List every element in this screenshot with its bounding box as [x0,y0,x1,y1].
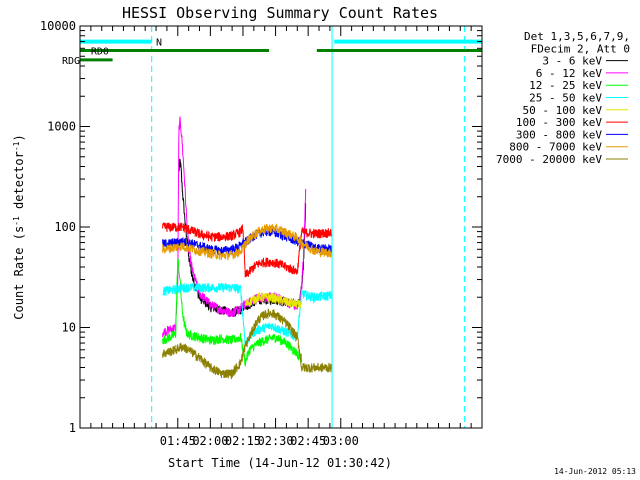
x-tick-label: 02:15 [225,434,261,448]
y-tick-label: 1000 [47,120,76,134]
x-axis-label: Start Time (14-Jun-12 01:30:42) [168,456,392,470]
legend-entry-label: 3 - 6 keV [542,55,602,68]
legend: Det 1,3,5,6,7,9,FDecim 2, Att 03 - 6 keV… [496,30,630,166]
legend-header: FDecim 2, Att 0 [531,42,630,55]
rd0-flag-label: RD0 [91,47,109,58]
series-line-9 [162,308,333,380]
legend-entry-label: 300 - 800 keV [516,128,602,141]
y-tick-label: 10 [62,321,76,335]
legend-entry-label: 50 - 100 keV [523,104,603,117]
legend-entry-label: 12 - 25 keV [529,79,602,92]
rdg-flag-label: RDG [62,56,80,67]
legend-entry-label: 6 - 12 keV [536,67,603,80]
x-tick-label: 01:45 [160,434,196,448]
legend-entry-label: 7000 - 20000 keV [496,153,602,166]
y-axis: 1 10 100 1000 10000 [40,19,482,435]
y-tick-label: 1 [69,421,76,435]
legend-header: Det 1,3,5,6,7,9, [524,30,630,43]
x-tick-label: 02:00 [192,434,228,448]
y-tick-label: 10000 [40,19,76,33]
x-tick-label: 02:30 [258,434,294,448]
legend-entry-label: 100 - 300 keV [516,116,602,129]
chart-title: HESSI Observing Summary Count Rates [122,4,438,22]
x-tick-label: 02:45 [290,434,326,448]
x-tick-label: 03:00 [323,434,359,448]
legend-entry-label: 800 - 7000 keV [509,141,602,154]
y-tick-label: 100 [54,220,76,234]
y-axis-label: Count Rate (s-1 detector-1) [12,134,26,319]
timestamp: 14-Jun-2012 05:13 [554,467,636,476]
series-line-3 [162,258,303,367]
legend-entry-label: 25 - 50 keV [529,92,602,105]
series-line-6 [162,222,333,278]
series-line-5 [244,291,302,310]
plot-area [80,26,482,428]
series-line-8 [162,223,333,261]
night-flag-label: N [156,38,162,49]
